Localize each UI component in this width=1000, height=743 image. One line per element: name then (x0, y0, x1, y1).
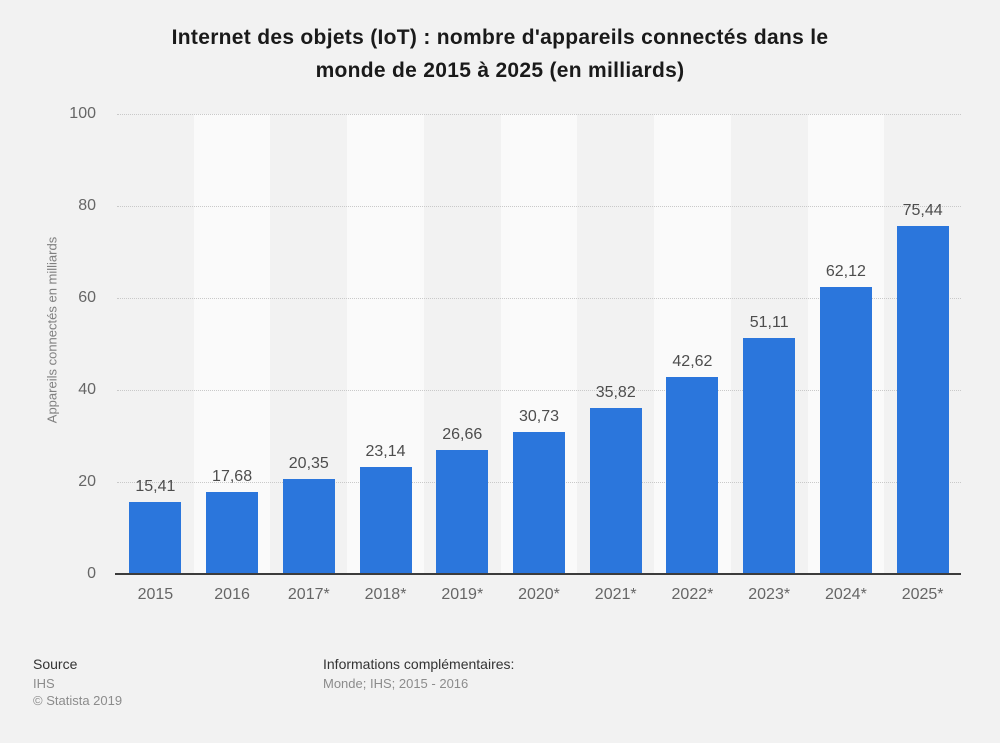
bar-value-label: 62,12 (825, 263, 866, 281)
bar (896, 225, 949, 573)
additional-info-value: Monde; IHS; 2015 - 2016 (323, 676, 469, 691)
copyright-note: © Statista 2019 (33, 693, 123, 708)
x-tick-label: 2017* (287, 586, 330, 603)
gridline (117, 298, 961, 299)
source-block: Source IHS © Statista 2019 (33, 656, 122, 709)
source-label: Source (33, 656, 78, 672)
x-tick-label: 2023* (748, 586, 791, 603)
bar (589, 408, 642, 573)
bar-value-label: 51,11 (749, 313, 789, 331)
y-tick-label: 100 (69, 105, 96, 122)
bar-value-label: 30,73 (518, 407, 559, 425)
y-tick-label: 80 (78, 197, 96, 214)
x-tick-label: 2018* (364, 586, 407, 603)
x-tick-label: 2025* (901, 586, 944, 603)
bar (743, 337, 796, 573)
bar (206, 491, 259, 573)
x-tick-label: 2019* (441, 586, 484, 603)
bar-value-label: 23,14 (365, 442, 406, 460)
x-tick-label: 2024* (824, 586, 867, 603)
bar (666, 376, 719, 573)
bar (436, 450, 489, 573)
plot-area: 15,41 17,68 20,35 23,14 26,66 30,73 35,82 42,62… (115, 114, 961, 575)
x-axis-line (115, 573, 961, 575)
bar-value-label: 42,62 (672, 352, 713, 370)
bar-value-label: 20,35 (288, 455, 329, 473)
chart-title-line2: monde de 2015 à 2025 (en milliards) (315, 59, 685, 82)
bar-value-label: 15,41 (135, 478, 176, 496)
x-axis-labels: 2015 2016 2017* 2018* 2019* 2020* 2021* 2022* 20… (117, 586, 961, 610)
bar-value-label: 26,66 (442, 426, 483, 444)
x-tick-label: 2016 (214, 586, 250, 603)
additional-info-label: Informations complémentaires: (323, 656, 515, 672)
chart-title: Internet des objets (IoT) : nombre d'app… (0, 21, 1000, 87)
bar (282, 479, 335, 573)
gridline (117, 206, 961, 207)
x-tick-label: 2020* (518, 586, 560, 603)
y-tick-label: 60 (78, 289, 96, 306)
bar (513, 431, 565, 573)
bar (819, 287, 872, 573)
y-axis-ticks: 100 80 60 40 20 0 (0, 105, 96, 582)
bar-value-label: 75,44 (902, 201, 943, 219)
y-tick-label: 0 (87, 565, 96, 582)
y-tick-label: 40 (78, 381, 96, 398)
x-tick-label: 2022* (671, 586, 714, 603)
chart-title-line1: Internet des objets (IoT) : nombre d'app… (171, 26, 829, 49)
bar-value-label: 35,82 (595, 384, 636, 402)
gridline (117, 114, 961, 115)
y-tick-label: 20 (78, 473, 96, 490)
additional-info-block: Informations complémentaires: Monde; IHS… (323, 656, 514, 692)
x-tick-label: 2021* (594, 586, 637, 603)
bar (129, 502, 182, 573)
source-value: IHS (33, 676, 55, 691)
x-tick-label: 2015 (137, 586, 174, 603)
bar (359, 466, 412, 573)
bar-value-label: 17,68 (212, 467, 253, 485)
gridline (117, 390, 961, 391)
